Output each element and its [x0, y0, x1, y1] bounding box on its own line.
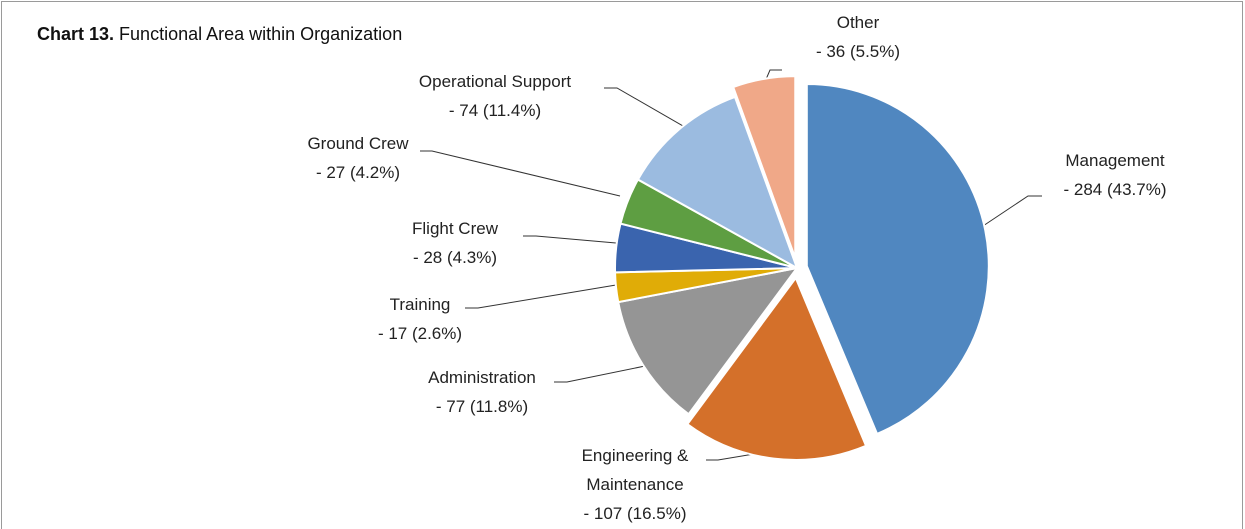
value-label: - 74 (11.4%): [448, 101, 542, 120]
value-label: - 28 (4.3%): [412, 248, 498, 267]
pie-slice: [805, 83, 990, 436]
chart-title: Chart 13. Functional Area within Organiz…: [37, 24, 402, 45]
category-label: Other: [836, 13, 880, 32]
category-label: Ground Crew: [307, 134, 409, 153]
category-label: Management: [1065, 151, 1165, 170]
leader-line: [465, 284, 617, 309]
title-number: Chart 13.: [37, 24, 115, 44]
slice-label: Operational Support - 74 (11.4%): [385, 67, 605, 125]
category-label: Flight Crew: [412, 219, 498, 238]
pie-slice: [617, 266, 800, 416]
leader-line: [523, 235, 617, 244]
category-label: Training: [389, 295, 451, 314]
value-label: - 77 (11.8%): [435, 397, 529, 416]
pie-slice: [636, 95, 799, 271]
category-label: Engineering & Maintenance: [581, 446, 689, 494]
value-label: - 107 (16.5%): [583, 504, 687, 523]
value-label: - 36 (5.5%): [815, 42, 901, 61]
slice-label: Other - 36 (5.5%): [758, 8, 958, 66]
leader-line: [420, 150, 621, 197]
slice-label: Management - 284 (43.7%): [1015, 146, 1215, 204]
category-label: Administration: [428, 368, 536, 387]
value-label: - 17 (2.6%): [377, 324, 463, 343]
slice-label: Training - 17 (2.6%): [320, 290, 520, 348]
value-label: - 284 (43.7%): [1063, 180, 1167, 199]
leader-line: [604, 87, 691, 131]
pie-slice: [685, 275, 868, 461]
slice-label: Ground Crew - 27 (4.2%): [258, 129, 458, 187]
category-label: Operational Support: [418, 72, 572, 91]
slice-label: Engineering & Maintenance - 107 (16.5%): [570, 441, 700, 528]
leader-line: [554, 364, 651, 383]
slice-label: Administration - 77 (11.8%): [382, 363, 582, 421]
pie-slice: [731, 75, 797, 259]
title-text: Functional Area within Organization: [119, 24, 403, 44]
value-label: - 27 (4.2%): [315, 163, 401, 182]
slice-label: Flight Crew - 28 (4.3%): [355, 214, 555, 272]
